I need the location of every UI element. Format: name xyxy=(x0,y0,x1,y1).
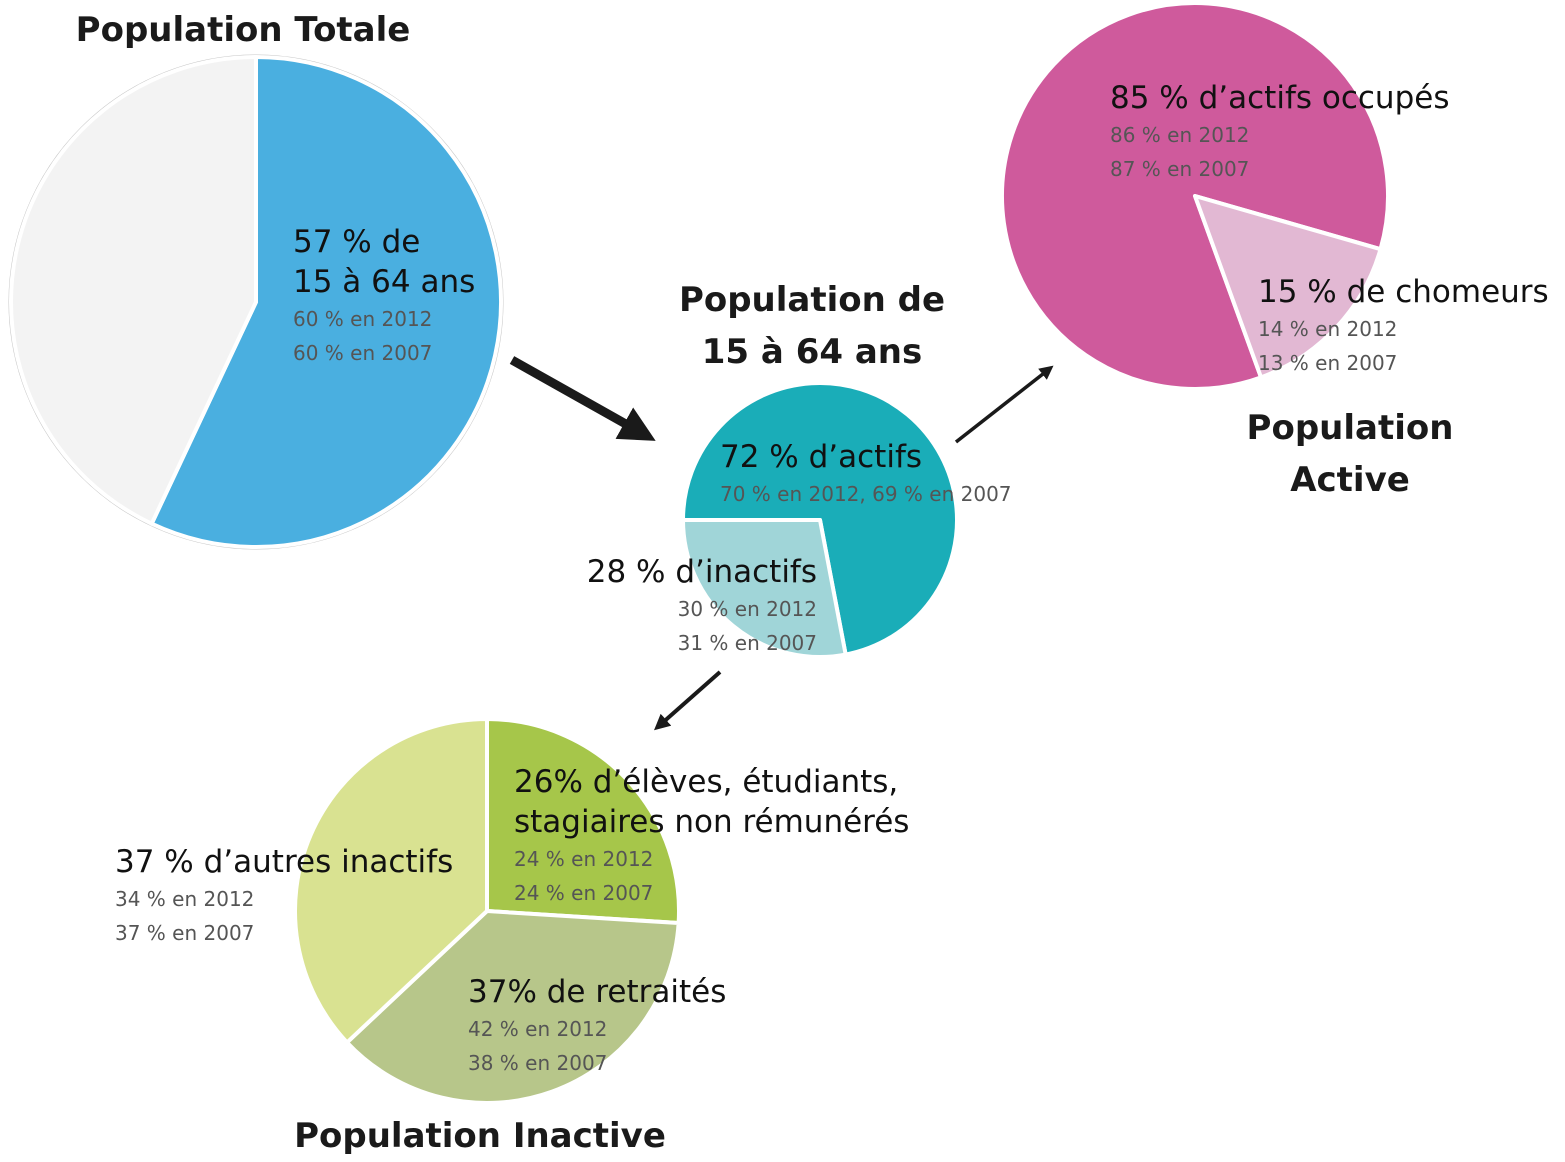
pie-title: Population de 15 à 64 ans xyxy=(678,280,946,372)
slice-category: 57 % de 15 à 64 ans xyxy=(293,224,476,300)
slice-label: 28 % d’inactifs 30 % en 2012 31 % en 2007 xyxy=(587,552,817,660)
slice-note: 86 % en 2012 xyxy=(1110,123,1250,147)
slice-category: 15 % de chomeurs xyxy=(1258,274,1549,310)
pie-slice xyxy=(681,518,848,659)
slice-category: 72 % d’actifs xyxy=(720,439,923,475)
arrow xyxy=(509,356,656,441)
slice-note: 42 % en 2012 xyxy=(468,1017,608,1041)
slice-category: 37 % d’autres inactifs xyxy=(115,844,454,880)
slice-note: 87 % en 2007 xyxy=(1110,157,1250,181)
arrow xyxy=(954,365,1054,444)
slice-note: 14 % en 2012 xyxy=(1258,317,1398,341)
slice-note: 31 % en 2007 xyxy=(677,631,817,655)
slice-note: 37 % en 2007 xyxy=(115,921,255,945)
slice-note: 30 % en 2012 xyxy=(677,597,817,621)
slice-note: 24 % en 2007 xyxy=(514,881,654,905)
pie-slice xyxy=(1000,1,1390,391)
slice-label: 57 % de 15 à 64 ans 60 % en 2012 60 % en 2… xyxy=(293,222,475,370)
pie-title: Population Active xyxy=(1246,408,1454,500)
slice-note: 13 % en 2007 xyxy=(1258,351,1398,375)
pie-title: Population Totale xyxy=(75,10,411,50)
slice-category: 26% d’élèves, étudiants, stagiaires non … xyxy=(514,764,910,840)
pie-slice xyxy=(345,909,681,1105)
pies xyxy=(8,1,1390,1105)
slice-label: 15 % de chomeurs 14 % en 2012 13 % en 2007 xyxy=(1258,272,1549,380)
pie-slice xyxy=(293,717,489,1045)
slice-note: 24 % en 2012 xyxy=(514,847,654,871)
pie-slice xyxy=(485,717,681,926)
slice-note: 70 % en 2012, 69 % en 2007 xyxy=(720,482,1012,506)
slice-category: 37% de retraités xyxy=(468,974,727,1010)
arrow xyxy=(654,670,722,731)
slice-label: 26% d’élèves, étudiants, stagiaires non … xyxy=(514,762,909,910)
slice-label: 37% de retraités 42 % en 2012 38 % en 2007 xyxy=(468,972,726,1080)
slice-note: 38 % en 2007 xyxy=(468,1051,608,1075)
pie-title: Population Inactive xyxy=(294,1116,666,1156)
slice-label: 37 % d’autres inactifs 34 % en 2012 37 % e… xyxy=(115,842,453,950)
slice-note: 34 % en 2012 xyxy=(115,887,255,911)
pie-slice xyxy=(149,55,503,549)
slice-note: 60 % en 2012 xyxy=(293,307,433,331)
slice-category: 85 % d’actifs occupés xyxy=(1110,80,1450,116)
slice-category: 28 % d’inactifs xyxy=(586,554,817,590)
pie-slice xyxy=(1193,194,1383,380)
slice-note: 60 % en 2007 xyxy=(293,341,433,365)
pie-slice xyxy=(9,55,258,526)
slice-label: 72 % d’actifs 70 % en 2012, 69 % en 2007 xyxy=(720,437,1012,511)
slice-label: 85 % d’actifs occupés 86 % en 2012 87 % en… xyxy=(1110,78,1449,186)
